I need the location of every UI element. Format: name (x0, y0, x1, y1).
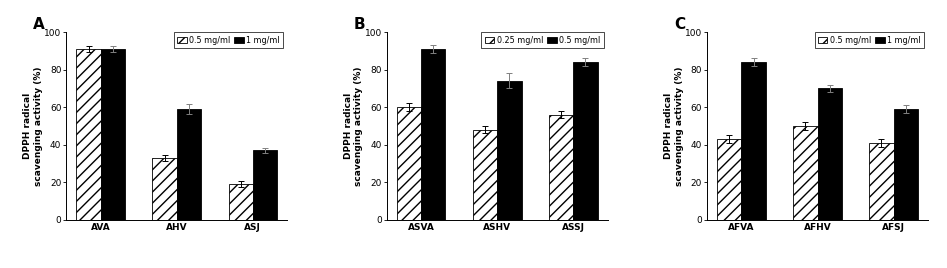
Legend: 0.5 mg/ml, 1 mg/ml: 0.5 mg/ml, 1 mg/ml (173, 32, 283, 48)
Bar (742, 62, 766, 220)
Bar (473, 130, 497, 220)
Legend: 0.5 mg/ml, 1 mg/ml: 0.5 mg/ml, 1 mg/ml (814, 32, 924, 48)
Y-axis label: DPPH radical
scavenging activity (%): DPPH radical scavenging activity (%) (24, 66, 43, 186)
Y-axis label: DPPH radical
scavenging activity (%): DPPH radical scavenging activity (%) (664, 66, 684, 186)
Bar (421, 49, 445, 220)
Bar (717, 139, 742, 220)
Bar (573, 62, 598, 220)
Bar (549, 115, 573, 220)
Y-axis label: DPPH radical
scavenging activity (%): DPPH radical scavenging activity (%) (344, 66, 364, 186)
Bar (228, 184, 253, 220)
Bar (152, 158, 177, 220)
Bar (794, 126, 817, 220)
Text: C: C (674, 17, 685, 32)
Bar (177, 109, 201, 220)
Bar (894, 109, 918, 220)
Bar (100, 49, 125, 220)
Bar (817, 88, 842, 220)
Legend: 0.25 mg/ml, 0.5 mg/ml: 0.25 mg/ml, 0.5 mg/ml (481, 32, 603, 48)
Bar (397, 107, 421, 220)
Text: A: A (33, 17, 45, 32)
Bar (869, 143, 894, 220)
Text: B: B (353, 17, 366, 32)
Bar (497, 81, 522, 220)
Bar (77, 49, 100, 220)
Bar (253, 150, 277, 220)
